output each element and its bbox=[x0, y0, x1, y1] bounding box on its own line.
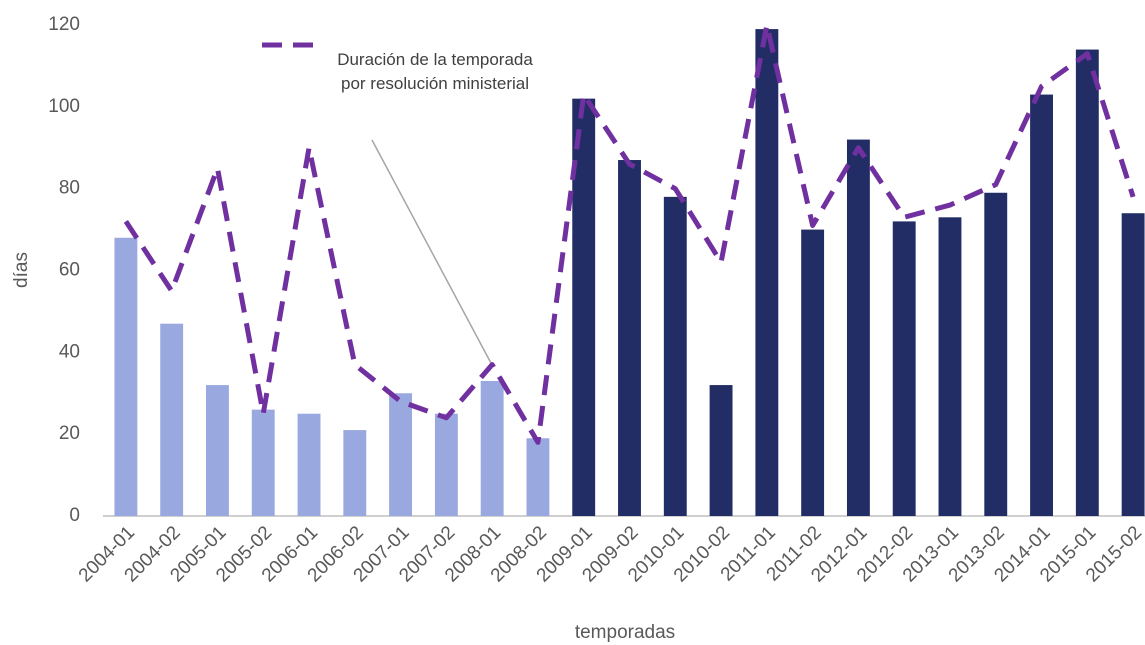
y-tick-label: 100 bbox=[48, 96, 80, 117]
x-axis-label: temporadas bbox=[575, 622, 675, 643]
bar bbox=[801, 229, 825, 517]
y-tick-label: 20 bbox=[59, 423, 80, 444]
bar bbox=[343, 430, 367, 516]
line-series bbox=[123, 22, 1136, 445]
y-tick-label: 0 bbox=[69, 505, 80, 526]
bar bbox=[251, 409, 275, 516]
bar bbox=[846, 139, 870, 517]
bar bbox=[663, 196, 687, 516]
bar bbox=[206, 385, 229, 516]
y-tick-label: 40 bbox=[59, 341, 80, 362]
legend-leader bbox=[371, 139, 493, 366]
bar bbox=[892, 221, 916, 516]
bar bbox=[389, 393, 413, 516]
bar bbox=[1075, 49, 1099, 517]
y-axis-label: días bbox=[11, 252, 32, 288]
bar bbox=[572, 98, 596, 517]
bar bbox=[984, 192, 1008, 516]
y-tick-label: 60 bbox=[59, 260, 80, 281]
bar bbox=[709, 385, 733, 516]
legend-label: Duración de la temporada por resolución … bbox=[337, 50, 533, 93]
bar bbox=[114, 237, 138, 516]
y-tick-label: 120 bbox=[48, 14, 80, 35]
bar bbox=[297, 413, 321, 516]
bar bbox=[1030, 94, 1053, 516]
bar bbox=[526, 438, 550, 516]
bar bbox=[480, 380, 504, 516]
bar bbox=[160, 323, 184, 516]
bar bbox=[1121, 213, 1145, 516]
bar bbox=[938, 217, 962, 516]
y-tick-label: 80 bbox=[59, 178, 80, 199]
bar bbox=[755, 29, 779, 516]
bar bbox=[618, 160, 641, 516]
bar bbox=[434, 413, 458, 516]
